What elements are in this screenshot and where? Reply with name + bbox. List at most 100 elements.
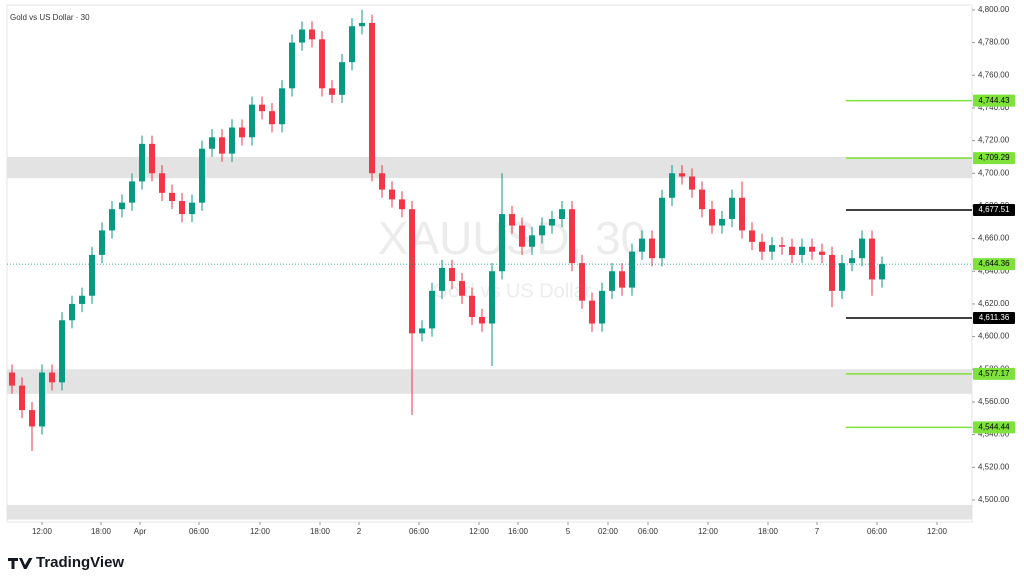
candle-body bbox=[369, 22, 375, 174]
candle-body bbox=[469, 295, 475, 317]
y-tick-label: 4,640.00 bbox=[978, 266, 1010, 275]
y-tick-label: 4,800.00 bbox=[978, 5, 1010, 14]
zone bbox=[7, 369, 972, 394]
candle-body bbox=[699, 189, 705, 210]
x-tick-label: 5 bbox=[566, 527, 571, 536]
candle-body bbox=[529, 235, 535, 247]
candle-body bbox=[209, 137, 215, 149]
level-tag bbox=[973, 203, 1015, 216]
x-tick-label: 7 bbox=[815, 527, 820, 536]
candle-body bbox=[719, 218, 725, 226]
layer bbox=[7, 156, 972, 520]
candle-body bbox=[579, 263, 585, 301]
candle-body bbox=[109, 209, 115, 231]
candle-body bbox=[119, 202, 125, 210]
x-tick-label: 18:00 bbox=[758, 527, 779, 536]
candle-body bbox=[399, 199, 405, 210]
candle-body bbox=[139, 143, 145, 182]
level-tag bbox=[973, 94, 1015, 107]
candle-body bbox=[659, 197, 665, 259]
candle-body bbox=[799, 246, 805, 255]
level-label: 4,709.29 bbox=[978, 153, 1010, 162]
candle-body bbox=[759, 241, 765, 252]
candle-body bbox=[319, 39, 325, 89]
candle-body bbox=[669, 173, 675, 198]
candle-body bbox=[749, 230, 755, 242]
level-label: 4,611.36 bbox=[979, 313, 1010, 322]
y-tick-label: 4,540.00 bbox=[978, 430, 1010, 439]
candle-body bbox=[239, 127, 245, 138]
candle-body bbox=[409, 209, 415, 334]
y-tick-label: 4,740.00 bbox=[978, 103, 1010, 112]
candle-body bbox=[509, 214, 515, 226]
candle-body bbox=[459, 281, 465, 296]
candle-body bbox=[589, 300, 595, 324]
level-label: 4,544.44 bbox=[978, 422, 1010, 431]
candle-body bbox=[99, 230, 105, 255]
logo-mark bbox=[8, 558, 33, 569]
candle-body bbox=[289, 42, 295, 89]
x-tick-label: 18:00 bbox=[310, 527, 331, 536]
candle-body bbox=[359, 22, 365, 27]
candle-body bbox=[709, 209, 715, 226]
candle-body bbox=[339, 62, 345, 95]
candle-body bbox=[839, 263, 845, 291]
candle-body bbox=[89, 254, 95, 296]
candle-body bbox=[129, 181, 135, 203]
level-tag bbox=[973, 367, 1015, 380]
candle-body bbox=[179, 201, 185, 215]
level-tag bbox=[973, 152, 1015, 165]
candle-body bbox=[299, 29, 305, 43]
x-tick-label: 12:00 bbox=[698, 527, 719, 536]
candle-body bbox=[189, 202, 195, 215]
x-tick-label: 16:00 bbox=[508, 527, 529, 536]
candle-body bbox=[69, 303, 75, 321]
y-tick-label: 4,720.00 bbox=[978, 136, 1010, 145]
candle-body bbox=[479, 316, 485, 324]
y-tick-label: 4,600.00 bbox=[978, 332, 1010, 341]
candle-body bbox=[9, 372, 15, 386]
x-tick-label: 06:00 bbox=[638, 527, 659, 536]
candle-body bbox=[519, 225, 525, 247]
y-tick-label: 4,500.00 bbox=[978, 495, 1010, 504]
candle-body bbox=[149, 143, 155, 174]
candle-body bbox=[389, 189, 395, 200]
candle-body bbox=[329, 88, 335, 95]
zone bbox=[7, 504, 972, 520]
candle-body bbox=[29, 410, 35, 427]
x-tick-label: 06:00 bbox=[189, 527, 210, 536]
candle-body bbox=[199, 148, 205, 203]
y-tick-label: 4,780.00 bbox=[978, 38, 1010, 47]
candle-body bbox=[309, 29, 315, 40]
x-tick-label: Apr bbox=[134, 527, 147, 536]
candle-body bbox=[789, 246, 795, 255]
x-tick-label: 12:00 bbox=[927, 527, 948, 536]
candle-body bbox=[769, 245, 775, 252]
candle-body bbox=[679, 173, 685, 177]
candle-body bbox=[39, 372, 45, 427]
candle-body bbox=[809, 246, 815, 252]
candle-body bbox=[259, 104, 265, 112]
candle-body bbox=[229, 127, 235, 154]
candle-body bbox=[499, 214, 505, 272]
x-tick-label: 06:00 bbox=[867, 527, 888, 536]
candle-body bbox=[549, 218, 555, 226]
x-tick-label: 18:00 bbox=[91, 527, 112, 536]
candle-body bbox=[649, 238, 655, 259]
chart-title: Gold vs US Dollar · 30 bbox=[10, 13, 90, 22]
y-tick-label: 4,520.00 bbox=[978, 462, 1010, 471]
plot-frame bbox=[6, 4, 973, 523]
candle-body bbox=[739, 197, 745, 231]
candle-body bbox=[619, 271, 625, 288]
candle-body bbox=[639, 238, 645, 252]
level-tag bbox=[973, 312, 1015, 325]
last-price-label: 4,644.36 bbox=[978, 259, 1010, 268]
watermark-sub: Gold vs US Dollar bbox=[433, 280, 592, 302]
y-tick-label: 4,760.00 bbox=[978, 70, 1010, 79]
candle-body bbox=[869, 238, 875, 280]
candle-body bbox=[609, 271, 615, 291]
x-tick-label: 06:00 bbox=[409, 527, 430, 536]
x-tick-label: 12:00 bbox=[250, 527, 271, 536]
candle-body bbox=[729, 197, 735, 219]
